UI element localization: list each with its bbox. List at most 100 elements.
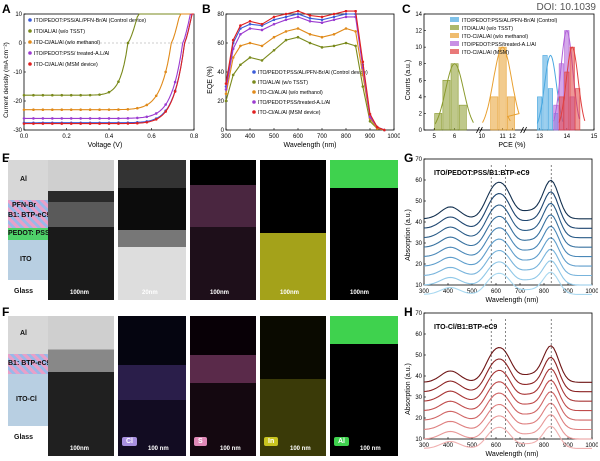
g-xtick-label: 300 [419,289,430,295]
pce-xtick-label: 12 [509,134,516,140]
eqe-series-point [308,33,312,36]
jv-series-point [51,117,54,120]
eqe-series-point [231,38,235,42]
jv-legend-text: ITO-Cl/AL/Al (MSM device) [34,62,98,68]
eqe-series-point [354,44,357,48]
g-ytick-label: 30 [415,241,422,247]
pce-bar [569,46,575,131]
jv-legend-marker [28,18,32,22]
g-xtick-label: 800 [539,289,550,295]
jv-series-point [145,103,149,107]
eqe-series-point [361,60,365,64]
eqe-series-point [272,48,276,52]
jv-series-point [41,117,45,120]
jv-legend-marker [28,51,32,55]
eqe-series-point [320,15,324,19]
jv-series-point [136,106,139,110]
eqe-series-point [224,92,228,96]
eqe-series-point [354,10,357,13]
eqe-xtick-label: 1000 [387,134,400,140]
jv-series-point [69,122,73,125]
eqe-series-point [296,12,300,16]
jv-series-point [51,93,54,97]
eqe-series-point [320,46,324,49]
jv-legend-marker [28,29,32,33]
eqe-xtick-label: 600 [293,134,304,140]
jv-series-point [32,108,35,111]
jv-series-point [136,121,139,125]
h-x-label: Wavelength (nm) [485,451,538,458]
eqe-series-point [231,73,235,77]
eqe-series-point [239,24,242,27]
g-ytick-label: 40 [415,220,422,226]
g-spectrum-line [423,225,592,258]
pce-bar [458,104,467,131]
eqe-xtick-label: 500 [269,134,280,140]
jv-series-point [22,108,26,111]
eqe-series-point [272,15,276,19]
eqe-series-point [239,44,242,48]
pce-xtick-label: 14 [563,134,570,140]
layer-label-glass-f: Glass [14,434,34,441]
tem-image-e: 100nm [48,160,114,300]
eqe-chart: Wavelength (nm) EQE (%) 300 400 500 600 700 8… [207,10,400,149]
jv-series-point [51,108,54,111]
pce-bar [490,96,499,131]
pce-legend-text: ITO/PEDOT:PSS/treated-A.L/Al [462,42,536,48]
scale-bar-e5: 100nm [350,290,370,296]
eqe-series-point [284,38,288,42]
pce-bar [434,113,443,131]
scale-bar-e4: 100nm [280,290,300,296]
edx-map-s-e: 100nm [190,160,256,300]
element-tag-s: S [194,437,207,446]
jv-series-point [41,93,45,97]
eqe-series-point [344,15,348,19]
eqe-ytick-label: 80 [217,12,224,18]
panel-label-f: F [2,305,10,319]
jv-series-point [88,122,92,125]
g-ytick-label: 70 [415,157,422,163]
g-frame [423,158,593,286]
jv-series-point [173,90,177,93]
pce-fit-curve [553,29,580,122]
h-spectrum-line [423,402,592,431]
jv-series-point [79,93,82,97]
layer-stack-e: Al PFN-Br B1: BTP-eC9 PEDOT: PSS ITO Gla… [8,160,62,300]
layer-label-ito: ITO [20,256,32,263]
eqe-legend-text: ITO-Cl/AL/Al (MSM device) [258,110,321,116]
jv-x-label: Voltage (V) [88,142,123,149]
jv-legend-text: ITO/AL/Al (w/o TSST) [34,29,85,35]
pce-ytick-label: 14 [415,12,422,18]
h-xtick-label: 600 [491,443,502,449]
eqe-series-point [354,30,357,33]
element-tag-al: Al [334,437,349,446]
h-xtick-label: 800 [539,443,550,449]
pce-ytick-label: 12 [415,29,422,35]
jv-xtick-label: 0.0 [20,134,29,140]
jv-series-point [154,94,158,98]
jv-series-point [32,117,35,120]
pce-y-label: Counts (a.u.) [405,60,412,100]
scale-bar-f4: 100 nm [290,446,311,452]
eqe-series-point [361,85,365,88]
eqe-legend-marker [252,110,256,114]
jv-y-label: Current density (mA cm⁻²) [3,42,10,118]
pce-bar [564,71,570,131]
jv-series-point [126,122,130,125]
jv-series-point [154,118,158,121]
jv-chart: Voltage (V) Current density (mA cm⁻²) 0.… [3,12,199,149]
h-xtick-label: 400 [443,443,454,449]
jv-series-point [136,116,139,120]
jv-series-point [117,122,120,125]
pce-axis-break [479,126,483,134]
panel-label-h: H [404,305,413,319]
pce-xtick-label: 13 [536,134,543,140]
jv-ytick-label: -30 [13,128,22,134]
panel-label-a: A [2,2,11,16]
g-xtick-label: 500 [467,289,478,295]
scale-bar-e3: 100nm [210,290,230,296]
pce-axis-break [523,126,527,134]
jv-series-point [22,117,26,120]
eqe-series-point [239,33,242,36]
eqe-legend-text: ITO/PEDOT:PSS/treated-A.L/Al [258,100,330,106]
